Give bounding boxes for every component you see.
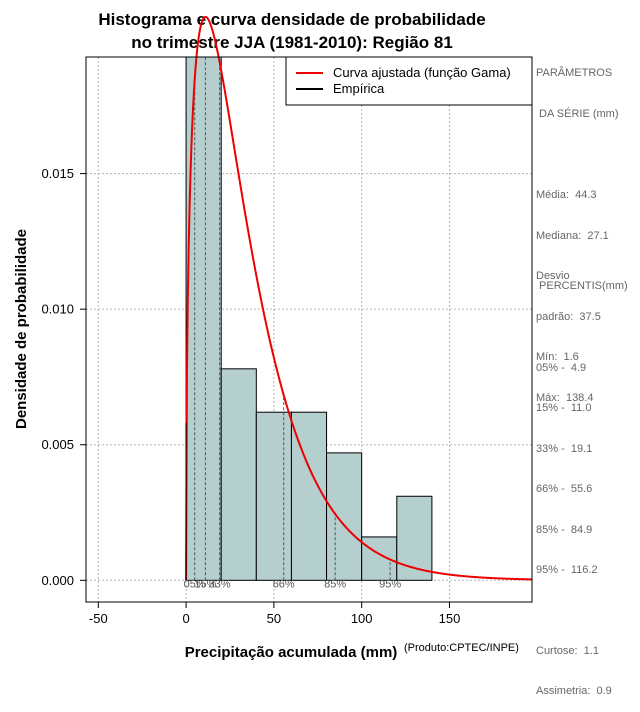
histogram-bar — [326, 452, 363, 581]
stat-sd: padrão: 37.5 — [536, 310, 601, 323]
percentiles-panel: PERCENTIS(mm) 05% - 4.9 15% - 11.0 33% -… — [536, 253, 628, 712]
stat-sd-label: Desvio — [536, 270, 570, 282]
y-tick-label: 0.000 — [41, 573, 74, 588]
stat-p66: 66% - 55.6 — [536, 483, 593, 495]
percentis-title: PERCENTIS(mm) — [536, 280, 628, 292]
stat-mean: Média: 44.3 — [536, 189, 597, 201]
stat-curtose: Curtose: 1.1 — [536, 644, 599, 657]
percentile-label: 33% — [209, 578, 231, 590]
x-tick-label: 150 — [439, 611, 461, 626]
x-tick-label: -50 — [89, 611, 108, 626]
percentile-labels: 05%15%33% 66% 85% 95% — [184, 578, 402, 590]
percentile-label: 66% — [273, 578, 295, 590]
x-tick-label: 0 — [182, 611, 189, 626]
histogram-bar — [220, 368, 257, 581]
histogram-bars — [185, 56, 433, 581]
percentile-label: 95% — [379, 578, 401, 590]
histogram-bar — [255, 411, 292, 581]
x-tick-label: 100 — [351, 611, 373, 626]
stat-p15: 15% - 11.0 — [536, 402, 592, 414]
stat-p33: 33% - 19.1 — [536, 442, 593, 455]
legend: Curva ajustada (função Gama) Empírica — [285, 56, 533, 106]
series-parameters-panel: PARÂMETROS DA SÉRIE (mm) Média: 44.3 Med… — [536, 40, 619, 419]
legend-box — [285, 56, 533, 106]
legend-label-fitted: Curva ajustada (função Gama) — [333, 65, 511, 80]
percentile-lines — [194, 57, 391, 581]
y-axis-label: Densidade de probabilidade — [13, 229, 30, 429]
chart-title-line-2: no trimestre JJA (1981-2010): Região 81 — [131, 33, 453, 52]
histogram-chart: Histograma e curva densidade de probabil… — [13, 10, 533, 660]
stat-p05: 05% - 4.9 — [536, 361, 587, 374]
stat-max: Máx: 138.4 — [536, 391, 594, 404]
params-title-1: PARÂMETROS — [536, 67, 613, 79]
x-tick-label: 50 — [267, 611, 281, 626]
percentile-label: 85% — [324, 578, 346, 590]
histogram-bar — [396, 495, 433, 581]
credit-label: (Produto:CPTEC/INPE) — [404, 642, 519, 654]
legend-label-empirical: Empírica — [333, 81, 385, 96]
fitted-gamma-curve — [185, 15, 533, 581]
y-axis: 0.000 0.005 0.010 0.015 — [41, 166, 86, 588]
y-tick-label: 0.010 — [41, 302, 74, 317]
stat-p95: 95% - 116.2 — [536, 564, 598, 576]
stat-assimetria: Assimetria: 0.9 — [536, 685, 612, 697]
stat-min: Mín: 1.6 — [536, 351, 579, 363]
stat-p85: 85% - 84.9 — [536, 523, 593, 536]
y-tick-label: 0.015 — [41, 166, 74, 181]
params-title-2: DA SÉRIE (mm) — [536, 107, 619, 120]
chart-title-line-1: Histograma e curva densidade de probabil… — [98, 10, 485, 29]
percentile-label: 05% — [184, 578, 206, 590]
histogram-bar — [361, 536, 398, 581]
fitted-curve-group — [185, 15, 533, 581]
percentile-label: 15% — [194, 578, 216, 590]
x-axis: -50 0 50 100 150 — [89, 602, 460, 626]
y-tick-label: 0.005 — [41, 437, 74, 452]
x-axis-label: Precipitação acumulada (mm) — [185, 644, 398, 660]
stat-median: Mediana: 27.1 — [536, 229, 609, 242]
